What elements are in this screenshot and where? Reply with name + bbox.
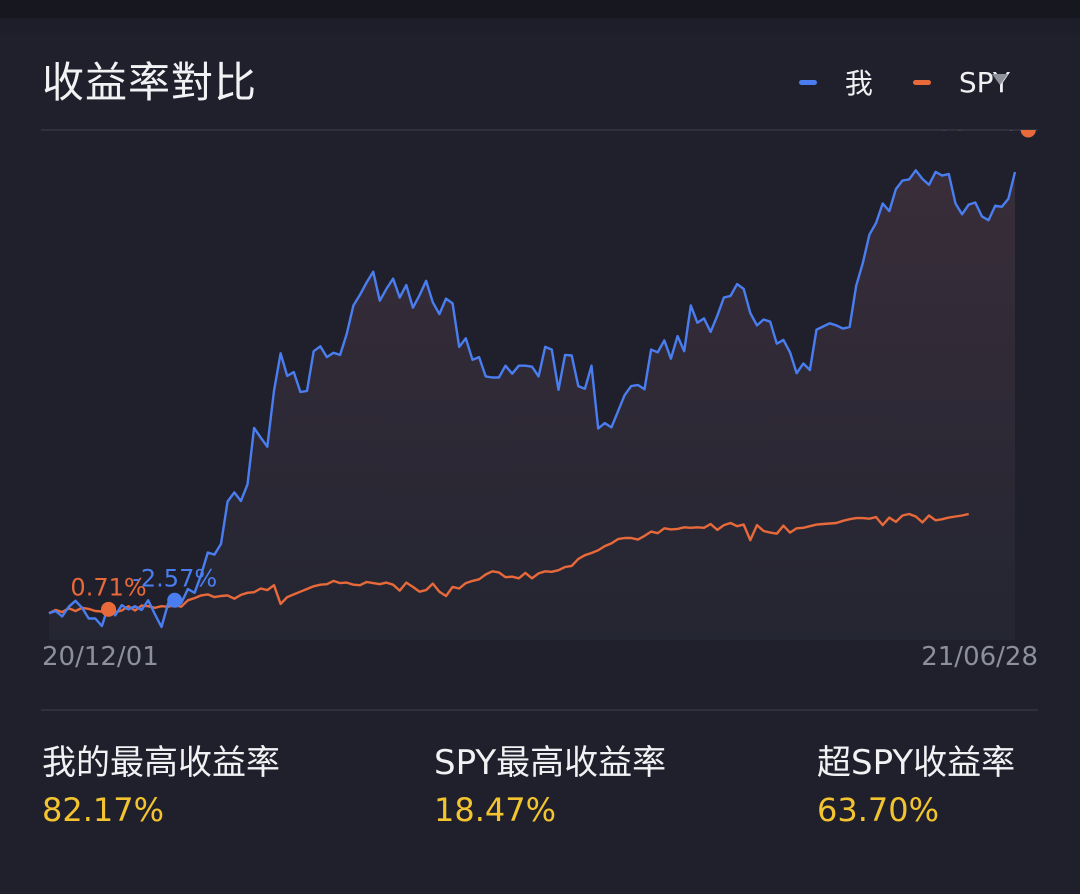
chart-legend: 我 SPY — [759, 62, 1010, 102]
caret-down-icon[interactable] — [992, 74, 1008, 85]
legend-label-me: 我 — [844, 67, 873, 100]
series-line-spy — [48, 512, 969, 615]
legend-swatch-me — [798, 79, 817, 85]
legend-item-me: 我 — [798, 62, 873, 102]
stat-label: SPY最高收益率 — [434, 743, 667, 783]
stat-spy-max-return: SPY最高收益率 18.47% — [434, 740, 666, 832]
returns-chart: 82.17%18.47% 0.71%-2.57% — [48, 130, 1036, 640]
page-title: 收益率對比 — [42, 58, 258, 107]
series-line-me — [48, 169, 1017, 629]
stat-value: 82.17% — [42, 791, 165, 829]
stat-value: 63.70% — [817, 791, 940, 829]
stat-my-max-return: 我的最高收益率 82.17% — [42, 740, 280, 832]
stats-divider — [41, 709, 1038, 711]
top-bar — [0, 0, 1080, 18]
stat-excess-return: 超SPY收益率 63.70% — [817, 740, 1015, 832]
stat-value: 18.47% — [434, 791, 557, 829]
legend-swatch-spy — [912, 79, 931, 85]
data-point-marker — [1020, 130, 1036, 138]
data-point-marker — [101, 601, 117, 617]
header-divider — [41, 129, 1038, 131]
x-axis-end-label: 21/06/28 — [921, 642, 1038, 672]
stat-label: 我的最高收益率 — [42, 743, 280, 783]
data-point-marker — [167, 592, 183, 608]
data-label: -2.57% — [132, 564, 217, 592]
data-label: 0.71% — [70, 573, 146, 601]
data-label: 18.47% — [937, 130, 1029, 136]
stat-label: 超SPY收益率 — [817, 743, 1016, 783]
data-label: 82.17% — [937, 130, 1029, 136]
x-axis-start-label: 20/12/01 — [42, 642, 159, 672]
series-area-me — [49, 170, 1015, 640]
